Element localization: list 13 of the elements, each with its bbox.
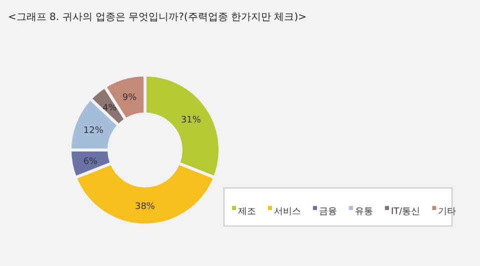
data-label: 6%: [83, 156, 98, 167]
legend-label: 금융: [319, 207, 337, 217]
legend-label: 제조: [238, 207, 256, 217]
data-label: 9%: [122, 93, 138, 104]
chart-title: <그래프 8. 귀사의 업종은 무엇입니까?(주력업종 한가지만 체크)>: [8, 12, 306, 23]
legend-label: IT/통신: [391, 207, 420, 217]
data-label: 31%: [180, 115, 202, 126]
legend-label: 유통: [355, 207, 373, 217]
data-label: 38%: [134, 202, 156, 212]
data-label: 12%: [83, 126, 104, 136]
legend-label: 기타: [438, 207, 456, 217]
legend-label: 서비스: [274, 207, 301, 217]
data-label: 4%: [102, 104, 118, 114]
